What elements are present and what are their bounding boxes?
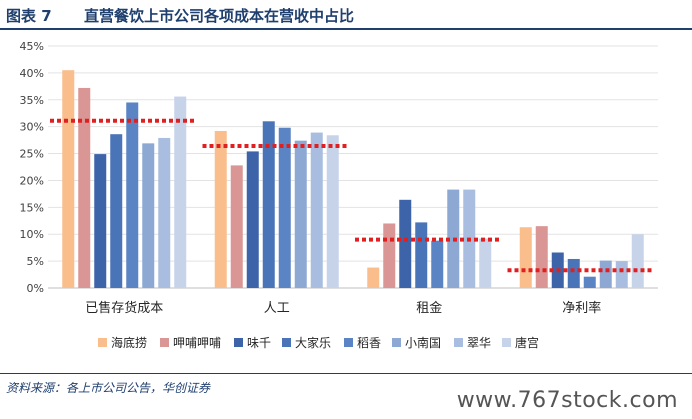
bar [383, 223, 396, 288]
x-category-label: 已售存货成本 [85, 300, 163, 316]
legend-swatch [392, 338, 401, 347]
legend-label: 大家乐 [295, 335, 331, 350]
bar [278, 127, 291, 289]
x-category-label: 租金 [416, 300, 442, 316]
bar [126, 102, 139, 288]
legend-label: 稻香 [357, 336, 381, 350]
bar [94, 154, 107, 288]
bar [431, 240, 444, 288]
y-tick-label: 25% [20, 148, 44, 161]
y-tick-label: 40% [20, 67, 44, 80]
bar [262, 121, 275, 289]
bar [310, 132, 323, 288]
y-tick-label: 15% [20, 201, 44, 214]
bar [326, 135, 339, 288]
bar [535, 226, 548, 288]
y-tick-label: 30% [20, 121, 44, 134]
legend-label: 唐宫 [515, 335, 539, 350]
x-category-label: 人工 [264, 301, 290, 316]
bar [567, 258, 580, 288]
figure-label: 图表 7 [6, 7, 52, 25]
legend-swatch [98, 338, 107, 347]
legend-label: 味千 [247, 336, 271, 350]
bar [174, 96, 187, 288]
bar [230, 165, 243, 288]
legend-swatch [160, 338, 169, 347]
x-category-label: 净利率 [562, 300, 601, 316]
y-tick-label: 5% [27, 255, 44, 268]
bar [142, 143, 155, 288]
y-tick-label: 35% [20, 94, 44, 107]
bar [415, 222, 428, 288]
bar-chart: 0% 5% 10% 15% 20% 25% 30% 35% 40% 45% 已售存货成本 人工 租金 净利… [20, 40, 658, 350]
legend-swatch [502, 338, 511, 347]
bar [599, 260, 612, 288]
legend-swatch [344, 338, 353, 347]
bar [615, 261, 628, 288]
bar [479, 238, 492, 288]
bar [214, 130, 227, 288]
legend-swatch [454, 338, 463, 347]
bar [631, 234, 644, 288]
y-tick-label: 0% [27, 282, 44, 295]
bar [110, 134, 123, 288]
legend-label: 翠华 [467, 336, 491, 350]
legend-swatch [234, 338, 243, 347]
bar [246, 151, 259, 288]
y-tick-label: 20% [20, 174, 44, 187]
bar [78, 87, 91, 288]
watermark: www.767stock.com [456, 388, 678, 413]
bar [294, 140, 307, 288]
legend-swatch [282, 338, 291, 347]
figure-header: 图表 7 直营餐饮上市公司各项成本在营收中占比 [0, 0, 692, 30]
source-note: 资料来源：各上市公司公告，华创证券 [6, 381, 211, 395]
y-tick-label: 10% [20, 228, 44, 241]
legend-label: 呷哺呷哺 [173, 336, 221, 350]
source-divider [0, 373, 692, 374]
bar [399, 199, 412, 288]
bar [583, 276, 596, 288]
figure-title: 直营餐饮上市公司各项成本在营收中占比 [84, 7, 355, 25]
legend-label: 海底捞 [111, 335, 147, 350]
bar [62, 70, 75, 288]
bar [519, 227, 532, 288]
bar [367, 267, 380, 288]
legend-label: 小南国 [405, 335, 441, 350]
bar [158, 137, 171, 288]
y-tick-label: 45% [20, 40, 44, 53]
